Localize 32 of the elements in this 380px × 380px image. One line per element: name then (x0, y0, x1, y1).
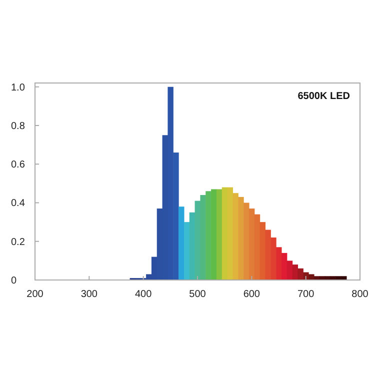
bar (270, 238, 276, 280)
bar (265, 230, 271, 280)
bar (281, 252, 288, 280)
y-tick-label: 0.6 (11, 160, 26, 171)
x-tick-label: 200 (26, 289, 44, 300)
bar (298, 268, 304, 280)
x-tick-label: 300 (80, 289, 98, 300)
y-tick-label: 0.8 (11, 120, 26, 132)
bar (238, 196, 244, 280)
bar (211, 189, 217, 280)
bar (308, 274, 314, 280)
bar (216, 189, 222, 280)
bar (276, 247, 282, 280)
bar (286, 260, 293, 280)
x-tick-label: 500 (189, 289, 206, 300)
y-tick-label: 1.0 (11, 82, 26, 94)
bar (200, 195, 206, 280)
bar (244, 202, 250, 280)
y-tick-label: 0.4 (11, 198, 26, 210)
y-tick-label: 0 (11, 276, 17, 286)
x-tick-label: 400 (134, 289, 152, 300)
annotation: 6500K LED (298, 91, 350, 102)
y-tick-label: 0.2 (11, 236, 26, 248)
bar (232, 193, 238, 280)
x-tick-label: 600 (243, 289, 260, 300)
bar (222, 187, 228, 280)
bar (206, 191, 212, 280)
x-tick-label: 800 (352, 289, 369, 300)
x-tick-label: 700 (297, 289, 315, 300)
bar (178, 206, 184, 280)
bar (184, 222, 190, 280)
bar (189, 212, 196, 280)
